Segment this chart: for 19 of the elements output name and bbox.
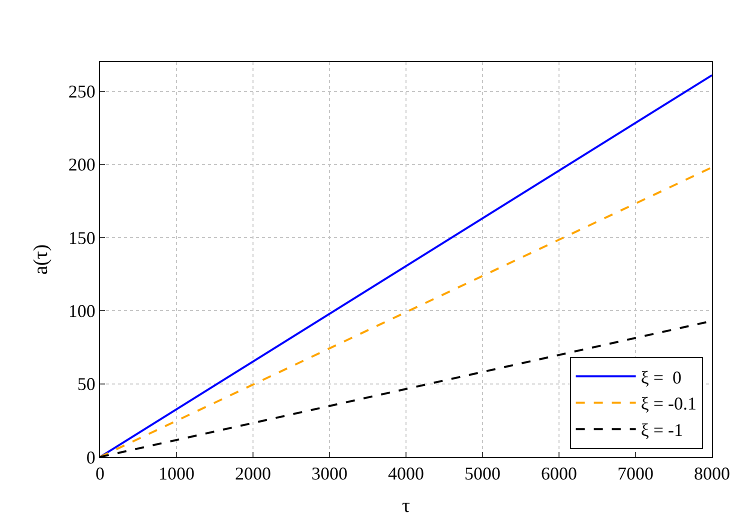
x-tick-label: 5000	[464, 464, 500, 484]
x-tick-label: 1000	[158, 464, 194, 484]
y-tick-label: 150	[68, 228, 96, 248]
x-tick-label: 7000	[618, 464, 654, 484]
x-axis-title: τ	[402, 495, 410, 518]
x-tick-label: 8000	[694, 464, 730, 484]
y-tick-label: 250	[68, 82, 96, 102]
x-tick-label: 6000	[541, 464, 577, 484]
y-tick-label: 100	[68, 301, 96, 321]
y-tick-label: 0	[86, 447, 96, 468]
legend-label: ξ = -0.1	[640, 394, 696, 414]
legend-label: ξ = -1	[640, 420, 683, 440]
x-tick-label: 4000	[388, 464, 424, 484]
legend-label: ξ = 0	[640, 367, 682, 388]
x-tick-label: 2000	[235, 464, 271, 484]
x-tick-label: 3000	[312, 464, 348, 484]
y-axis-title: a(τ)	[30, 244, 52, 275]
y-tick-label: 200	[68, 154, 96, 175]
y-tick-label: 50	[77, 374, 96, 394]
